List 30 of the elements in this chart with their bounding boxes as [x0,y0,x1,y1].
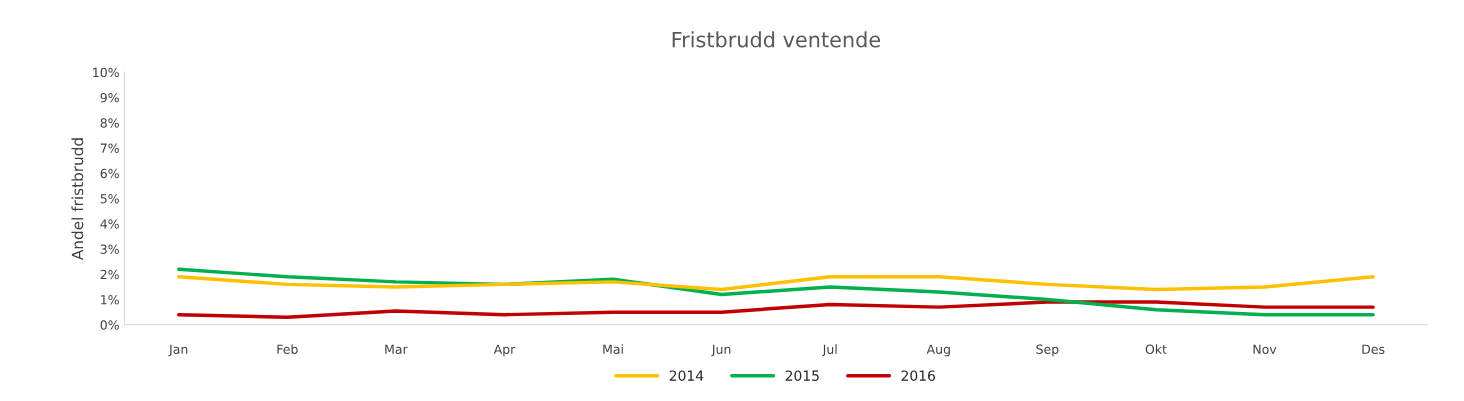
x-tick-label: Jun [711,344,731,357]
y-tick-label: 10% [93,67,119,78]
legend-label: 2016 [901,370,936,381]
legend-label: 2014 [669,370,704,381]
x-tick-label: Nov [1253,344,1277,354]
x-tick-label: Des [1362,344,1385,354]
x-tick-label: Okt [1145,344,1167,354]
y-axis-title: Andel fristbrudd [71,138,84,260]
y-tick-label: 0% [100,320,119,330]
y-tick-label: 3% [100,244,119,254]
chart-title: Fristbrudd ventende [672,31,881,48]
legend-label: 2015 [785,370,819,381]
y-tick-label: 2% [100,269,119,280]
x-tick-label: Aug [926,344,950,357]
y-tick-label: 5% [100,193,119,204]
x-tick-label: Apr [493,344,516,357]
x-tick-label: Jan [168,344,188,357]
y-tick-label: 1% [101,295,119,305]
x-tick-label: Mar [385,344,408,354]
line-series [176,300,1375,319]
x-tick-label: Sep [1036,344,1059,357]
x-tick-label: Feb [277,344,298,354]
y-tick-label: 9% [100,92,119,103]
y-tick-label: 8% [100,118,119,128]
y-tick-label: 7% [100,143,119,153]
x-tick-label: Mai [603,344,623,354]
line-series [176,275,1375,292]
y-tick-label: 6% [100,168,119,179]
y-tick-label: 4% [100,219,119,229]
x-tick-label: Jul [822,344,837,357]
